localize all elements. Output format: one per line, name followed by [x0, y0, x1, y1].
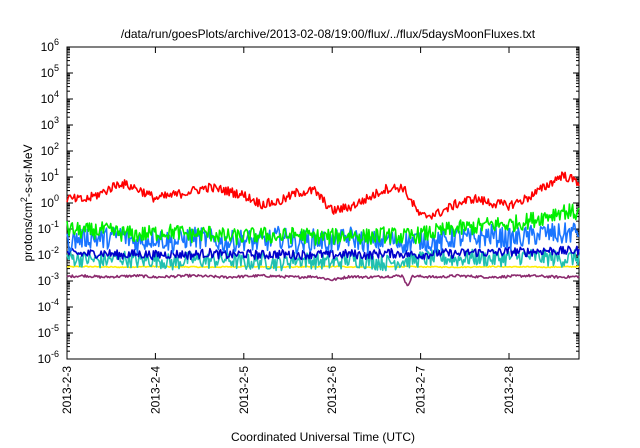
y-axis-label-rest: -s-sr-MeV	[21, 144, 35, 197]
y-tick-label: 102	[41, 141, 59, 158]
x-tick-label: 2013-2-6	[325, 366, 339, 414]
y-tick-label: 103	[41, 115, 59, 132]
y-tick-label: 10-1	[38, 219, 59, 236]
series-line-0	[66, 171, 580, 220]
y-axis-label-sup: 2	[19, 197, 29, 202]
x-axis-label: Coordinated Universal Time (UTC)	[231, 430, 415, 444]
y-tick-label: 100	[41, 193, 59, 210]
x-tick-label: 2013-2-4	[148, 366, 162, 414]
x-tick-label: 2013-2-8	[502, 366, 516, 414]
series-line-6	[66, 273, 580, 287]
axes: 10-6 10-5 10-4 10-3 10-2 10-1 100 101 102 103 104 1…	[38, 37, 579, 414]
y-tick-label: 10-6	[38, 349, 59, 366]
y-tick-label: 10-2	[38, 245, 59, 262]
y-axis-label-base: protons/cm	[21, 202, 35, 261]
y-tick-label: 10-5	[38, 323, 59, 340]
y-axis-label: protons/cm2-s-sr-MeV	[19, 144, 35, 261]
series-group	[66, 171, 580, 287]
x-tick-label: 2013-2-7	[414, 366, 428, 414]
y-tick-label: 105	[41, 63, 59, 80]
y-tick-label: 10-3	[38, 271, 59, 288]
y-tick-label: 104	[41, 89, 59, 106]
y-tick-label: 101	[41, 167, 59, 184]
y-tick-label: 106	[41, 37, 59, 54]
y-tick-label: 10-4	[38, 297, 59, 314]
series-line-5	[66, 265, 580, 269]
series-line-3	[66, 245, 580, 261]
chart-title: /data/run/goesPlots/archive/2013-02-08/1…	[121, 27, 536, 41]
x-tick-label: 2013-2-3	[60, 366, 74, 414]
x-tick-label: 2013-2-5	[237, 366, 251, 414]
series-line-1	[66, 203, 580, 246]
